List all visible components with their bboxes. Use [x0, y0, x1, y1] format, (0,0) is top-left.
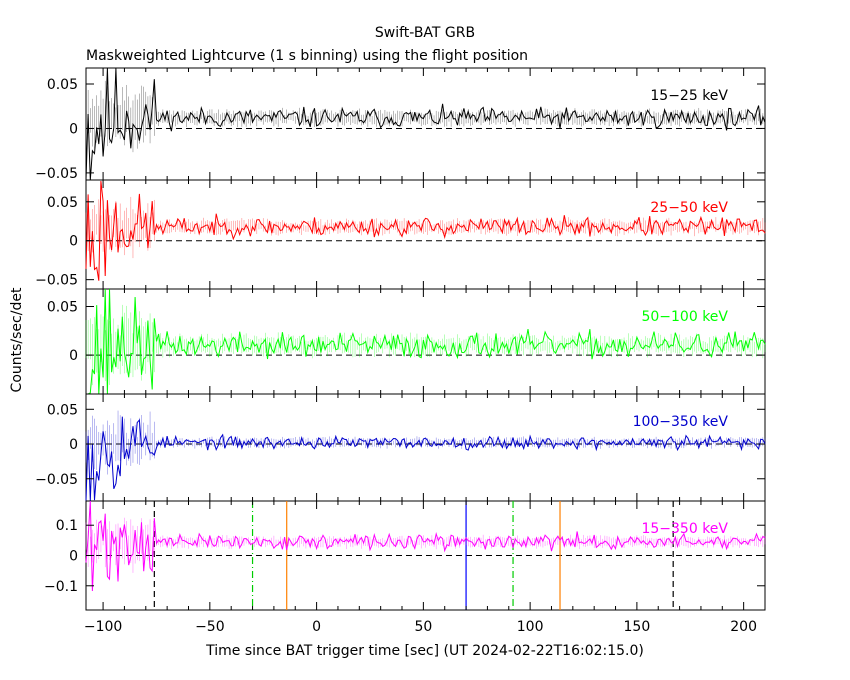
y-axis-label: Counts/sec/det [9, 287, 25, 392]
y-tick-label: 0.05 [47, 77, 78, 93]
panel-15-25-kev: 0.05 0 −0.05 15−25 keV [35, 67, 766, 182]
y-tick-label: 0 [69, 234, 78, 250]
band-label: 15−25 keV [650, 88, 728, 104]
x-tick-label: 0 [312, 619, 321, 635]
x-axis-label: Time since BAT trigger time [sec] (UT 20… [205, 643, 644, 659]
y-tick-label: 0.05 [47, 402, 78, 418]
y-tick-label: −0.05 [35, 273, 78, 289]
panel-15-350-kev: 0.1 0 −0.1 15−350 keV [44, 500, 766, 611]
panel-frame [85, 393, 766, 502]
y-tick-label: 0 [69, 121, 78, 137]
panel-frame [85, 179, 766, 290]
y-tick-label: −0.05 [35, 166, 78, 182]
y-tick-label: 0.05 [47, 195, 78, 211]
x-tick-label: 50 [414, 619, 432, 635]
y-tick-label: −0.1 [44, 579, 78, 595]
panel-50-100-kev: 0.05 0 50−100 keV [47, 288, 766, 395]
chart-subtitle: Maskweighted Lightcurve (1 s binning) us… [86, 48, 528, 64]
x-tick-label: −100 [84, 619, 122, 635]
band-label: 100−350 keV [633, 414, 729, 430]
y-tick-label: −0.05 [35, 472, 78, 488]
panel-100-350-kev: 0.05 0 −0.05 100−350 keV [35, 393, 766, 502]
band-label: 25−50 keV [650, 200, 728, 216]
y-tick-label: 0 [69, 437, 78, 453]
x-tick-label: 150 [624, 619, 651, 635]
y-tick-label: 0.05 [47, 300, 78, 316]
panel-25-50-kev: 0.05 0 −0.05 25−50 keV [35, 179, 766, 290]
x-tick-label: −50 [195, 619, 225, 635]
y-tick-label: 0.1 [56, 518, 78, 534]
x-tick-label: 200 [730, 619, 757, 635]
band-label: 15−350 keV [641, 521, 728, 537]
band-label: 50−100 keV [641, 309, 728, 325]
chart-title: Swift-BAT GRB [375, 25, 475, 41]
x-tick-label: 100 [517, 619, 544, 635]
series-line [85, 180, 766, 281]
y-tick-label: 0 [69, 348, 78, 364]
y-tick-label: 0 [69, 549, 78, 565]
